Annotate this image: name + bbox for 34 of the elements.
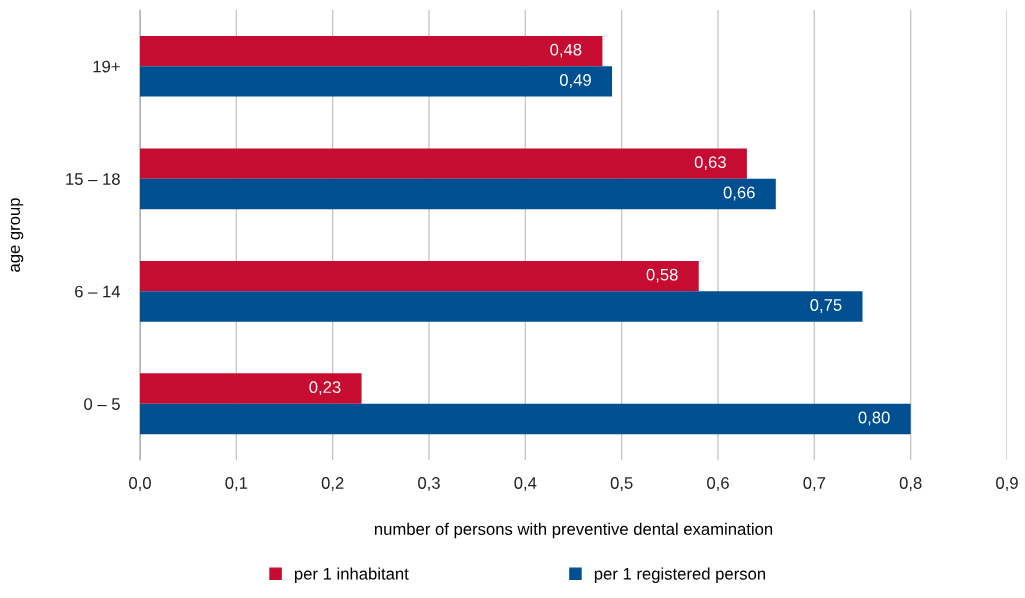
x-tick-label: 0,9 — [996, 477, 1018, 491]
data-label: 0,63 — [694, 156, 726, 171]
bar — [140, 373, 362, 404]
x-tick-label: 0,8 — [899, 477, 922, 491]
data-label: 0,49 — [559, 74, 591, 88]
y-axis-title: age group — [10, 198, 24, 272]
x-tick-label: 0,1 — [225, 477, 248, 491]
y-tick-label: 6 – 14 — [75, 285, 121, 298]
x-tick-label: 0,4 — [514, 477, 537, 491]
data-label: 0,66 — [723, 186, 755, 201]
x-axis-title: number of persons with preventive dental examination — [374, 522, 773, 539]
bar — [140, 148, 747, 179]
bar — [140, 403, 911, 435]
data-label: 0,75 — [810, 299, 842, 313]
legend-label: per 1 registered person — [594, 567, 766, 583]
data-label: 0,23 — [309, 381, 341, 396]
bar — [140, 291, 863, 322]
bar — [140, 260, 699, 292]
bar — [140, 178, 776, 210]
x-tick-label: 0,5 — [610, 477, 633, 491]
x-tick-label: 0,2 — [321, 477, 344, 491]
x-tick-label: 0,3 — [418, 477, 440, 491]
x-tick-label: 0,0 — [129, 477, 151, 491]
x-tick-label: 0,6 — [707, 477, 729, 491]
bar — [140, 35, 603, 67]
y-tick-label: 19+ — [93, 60, 120, 73]
legend-label: per 1 inhabitant — [294, 567, 409, 583]
bar — [140, 66, 613, 97]
data-label: 0,58 — [646, 268, 678, 283]
data-label: 0,80 — [858, 411, 890, 426]
y-tick-label: 0 – 5 — [84, 398, 120, 410]
y-tick-label: 15 – 18 — [66, 173, 120, 185]
x-tick-label: 0,7 — [803, 477, 826, 491]
data-label: 0,48 — [550, 43, 582, 58]
